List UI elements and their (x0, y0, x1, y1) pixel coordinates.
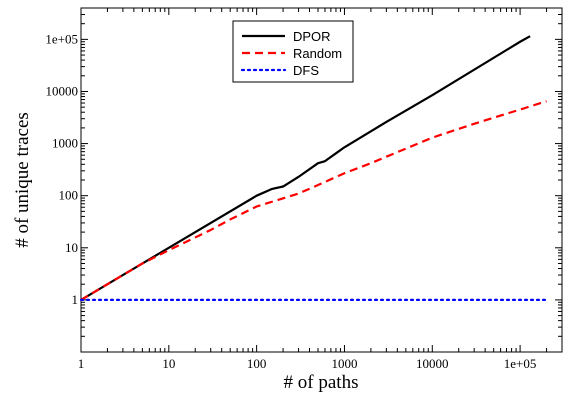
series-line-random (80, 100, 547, 301)
y-tick-label: 10000 (46, 83, 79, 98)
x-tick-label: 10 (162, 356, 175, 371)
x-tick-label: 1000 (331, 356, 357, 371)
legend-label-dpor: DPOR (293, 29, 331, 44)
y-tick-label: 1000 (52, 136, 78, 151)
ticks-layer: 1 10 100 1000 10000 1e+05 1 10 100 1000 10000 1e+05 (45, 7, 563, 371)
y-axis-title: # of unique traces (12, 112, 33, 248)
x-tick-label: 10000 (416, 356, 449, 371)
series-layer (79, 35, 548, 301)
series-line-dpor (80, 35, 531, 301)
legend-label-random: Random (293, 46, 342, 61)
y-tick-label: 1 (72, 292, 79, 307)
y-tick-label: 10 (65, 240, 78, 255)
x-axis-title: # of paths (284, 372, 359, 393)
x-tick-label: 1e+05 (504, 356, 537, 371)
y-tick-label: 100 (59, 188, 79, 203)
legend-label-dfs: DFS (293, 63, 319, 78)
x-tick-label: 1 (78, 356, 85, 371)
legend: DPOR Random DFS (232, 20, 354, 83)
legend-box (232, 20, 354, 83)
x-tick-label: 100 (247, 356, 267, 371)
y-tick-label: 1e+05 (45, 31, 78, 46)
